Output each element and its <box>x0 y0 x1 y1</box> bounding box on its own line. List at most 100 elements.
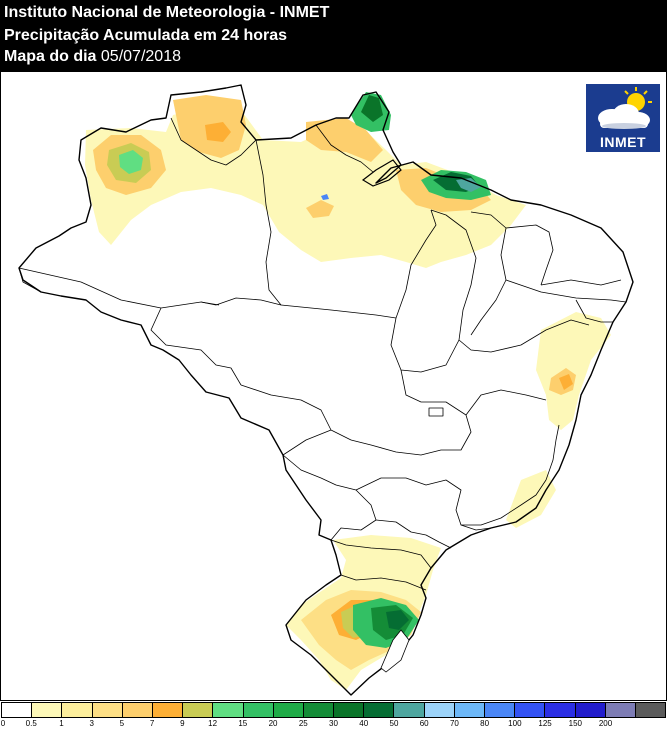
legend-swatch <box>545 703 576 717</box>
map-date-line: Mapa do dia 05/07/2018 <box>4 47 181 67</box>
precip-area-south-darker <box>386 610 409 630</box>
border-am-pa <box>255 139 282 306</box>
legend-tick-label: 5 <box>119 719 125 728</box>
border-ap-pa <box>315 124 374 173</box>
legend-swatch <box>152 703 184 717</box>
legend-swatch <box>575 703 606 717</box>
border-go-ba <box>400 369 547 416</box>
border-ce-rn <box>505 224 554 286</box>
border-pi-ce <box>470 211 507 336</box>
border-df <box>428 407 444 417</box>
legend-tick-label: 3 <box>89 719 94 728</box>
legend-swatch <box>92 703 123 717</box>
border-to-ba <box>390 317 460 373</box>
legend-tick-label: 50 <box>389 719 399 728</box>
legend-tick-label: 0.5 <box>25 719 37 728</box>
border-rr-am <box>170 117 257 166</box>
lagoa-dos-patos <box>380 629 410 673</box>
map-frame <box>0 72 667 701</box>
legend-tick-label: 100 <box>508 719 522 728</box>
border-rn-pb <box>540 279 622 286</box>
legend-swatch <box>2 703 33 717</box>
legend-swatch <box>273 703 304 717</box>
legend-swatch <box>122 703 153 717</box>
precip-area-roraima-core <box>205 122 231 142</box>
border-sp <box>375 519 452 549</box>
legend-swatch <box>515 703 546 717</box>
border-ro-am <box>200 297 282 306</box>
legend-tick-label: 9 <box>180 719 185 728</box>
legend-tick-label: 80 <box>480 719 490 728</box>
legend-tick-label: 20 <box>268 719 278 728</box>
product-title: Precipitação Acumulada em 24 horas <box>4 27 288 44</box>
precip-area-para-spot <box>306 200 334 218</box>
color-legend: 0 0.5 1 3 5 7 9 12 15 20 25 30 40 50 60 70 80 100 125 150 20… <box>0 700 667 730</box>
legend-tick-label: 7 <box>149 719 155 728</box>
legend-tick-label: 30 <box>329 719 338 728</box>
legend-swatch <box>213 703 244 717</box>
lake-small <box>321 194 329 200</box>
precip-area-east <box>536 312 611 430</box>
legend-tick-label: 15 <box>238 719 248 728</box>
legend-tick-label: 200 <box>598 719 613 728</box>
legend-tick-label: 1 <box>59 719 64 728</box>
precip-area-amapa <box>306 118 383 162</box>
legend-color-bar <box>1 702 666 718</box>
legend-tick-label: 70 <box>449 719 459 728</box>
legend-tick-label: 25 <box>298 719 308 728</box>
border-ma-pi <box>430 209 477 341</box>
state-borders <box>18 117 627 591</box>
legend-tick-label: 40 <box>359 719 369 728</box>
legend-swatch <box>605 703 636 717</box>
border-am-ac-ro <box>18 267 220 309</box>
legend-swatch <box>364 703 395 717</box>
legend-swatch <box>424 703 455 717</box>
map-header: Instituto Nacional de Meteorologia - INM… <box>0 0 667 72</box>
precip-area-amapa-dark <box>361 95 383 122</box>
legend-swatch <box>334 703 365 717</box>
precip-area-se-coast <box>506 470 556 528</box>
border-mt-pa <box>280 304 397 319</box>
precipitation-map <box>18 84 634 696</box>
border-ac <box>18 267 42 293</box>
legend-swatch <box>183 703 214 717</box>
legend-swatch <box>394 703 425 717</box>
inmet-logo: INMET <box>586 84 660 152</box>
sun-rays <box>624 87 652 103</box>
border-rj <box>460 524 492 531</box>
legend-tick-label: 12 <box>208 719 218 728</box>
legend-tick-label: 60 <box>419 719 429 728</box>
border-pe-al <box>575 299 613 323</box>
border-pb-pe <box>505 279 627 303</box>
legend-tick-labels: 0 0.5 1 3 5 7 9 12 15 20 25 30 40 50 60 70 80 100 125 150 20… <box>0 719 667 730</box>
border-sc-rs <box>340 574 427 591</box>
border-mg-es <box>545 424 560 481</box>
legend-tick-label: 0 <box>0 719 6 728</box>
border-go-mg <box>350 414 472 456</box>
border-mt-go <box>240 384 352 441</box>
legend-swatch <box>454 703 485 717</box>
precip-area-coast-teal <box>456 178 481 192</box>
logo-text: INMET <box>599 134 647 150</box>
precip-area-east-orange <box>559 374 573 390</box>
legend-swatch <box>32 703 63 717</box>
legend-tick-label: 150 <box>568 719 582 728</box>
border-ba <box>458 319 590 353</box>
marajo-island <box>361 159 402 187</box>
legend-swatch <box>62 703 93 717</box>
legend-swatch <box>635 703 666 717</box>
border-ms <box>282 429 377 541</box>
border-ro-mt <box>150 307 242 386</box>
legend-swatch <box>243 703 274 717</box>
legend-swatch <box>485 703 516 717</box>
institute-title: Instituto Nacional de Meteorologia - INM… <box>4 4 330 21</box>
border-mg <box>355 477 547 526</box>
map-date: 05/07/2018 <box>100 48 181 65</box>
border-pa-to <box>395 209 437 319</box>
sun-cloud-icon <box>598 87 652 129</box>
legend-swatch <box>303 703 335 717</box>
precip-area-nw-green2 <box>119 150 143 174</box>
cloud-shadow <box>602 123 646 129</box>
precipitation-areas <box>85 92 611 690</box>
brazil-outline <box>18 84 634 696</box>
